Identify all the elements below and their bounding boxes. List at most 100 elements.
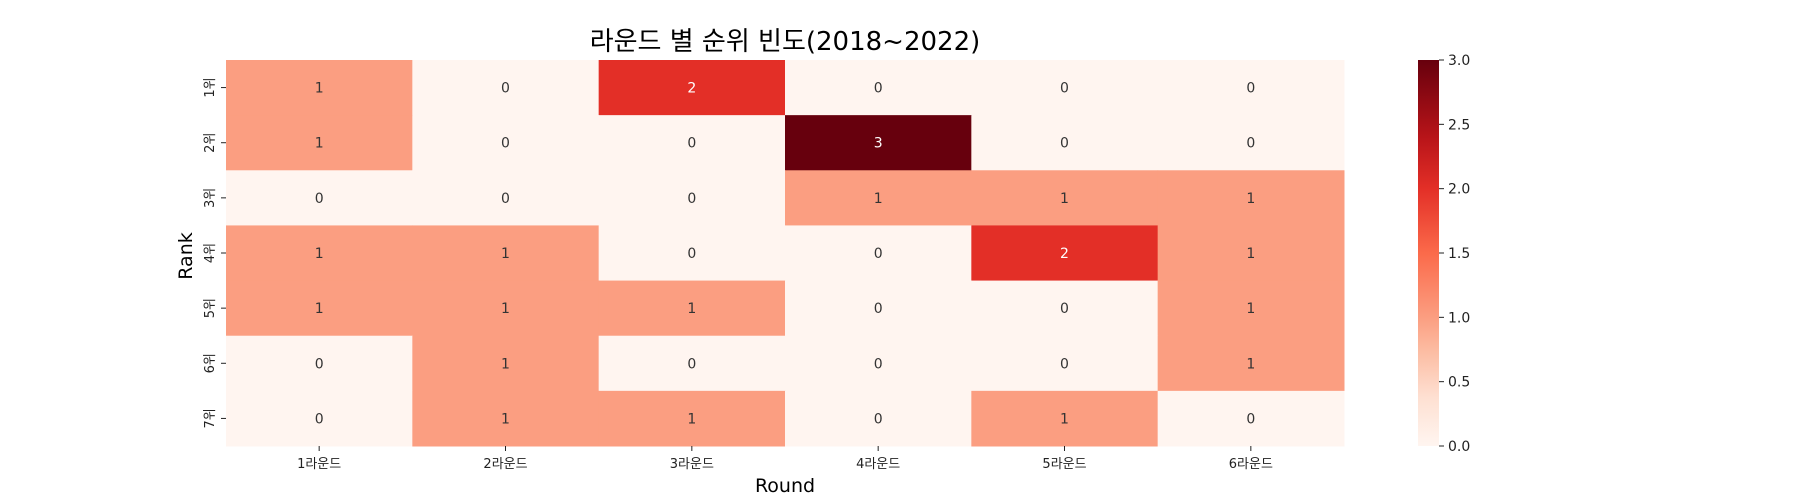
heatmap-cell [598,170,786,226]
cell-value-label: 3 [874,136,883,152]
heatmap-cell [412,335,600,392]
cell-value-label: 0 [315,191,324,207]
cell-value-label: 0 [1246,411,1255,427]
y-axis-ticks: 1위 2위 3위 4위 5위 6위 7위 [203,77,226,429]
colorbar-ticks: 0.0 0.5 1.0 1.5 2.0 2.5 3.0 [1439,53,1470,455]
cell-value-label: 1 [1060,411,1069,427]
cell-value-label: 1 [1246,191,1255,207]
y-axis-label: Rank [175,232,197,279]
colorbar-tick-label: 3.0 [1448,53,1470,69]
cell-value-label: 0 [315,411,324,427]
heatmap-cell [412,60,600,116]
cell-value-label: 0 [1060,136,1069,152]
cell-value-label: 0 [1060,81,1069,97]
heatmap-cell [1157,115,1345,171]
heatmap-cell [598,60,786,116]
heatmap-cell [785,60,972,116]
heatmap-cell [412,170,600,226]
cell-value-label: 1 [1246,301,1255,317]
heatmap-cell [226,170,413,226]
cell-value-label: 0 [874,301,883,317]
colorbar-tick-label: 2.0 [1448,182,1470,198]
cell-value-label: 1 [1246,246,1255,262]
heatmap-cell [971,225,1159,282]
cell-value-label: 1 [315,246,324,262]
cell-value-label: 1 [1246,356,1255,372]
cell-value-label: 1 [874,191,883,207]
heatmap-cell [971,115,1159,171]
heatmap-cell [412,115,600,171]
cell-value-label: 0 [874,81,883,97]
heatmap-cell [1157,335,1345,392]
heatmap-cell [785,225,972,282]
cell-value-label: 1 [315,81,324,97]
heatmap-cell [1157,280,1345,337]
heatmap-cell [785,280,972,337]
y-tick-label: 1위 [203,77,218,97]
heatmap-cell [598,390,786,447]
heatmap-cell [226,60,413,116]
heatmap-cell [971,170,1159,226]
heatmap-cell [971,390,1159,447]
colorbar-tick-label: 1.5 [1448,246,1470,262]
cell-value-label: 0 [874,246,883,262]
heatmap-cell [226,335,413,392]
x-tick-label: 3라운드 [670,457,714,472]
colorbar-tick-label: 2.5 [1448,117,1470,133]
heatmap-cell [598,335,786,392]
cell-value-label: 0 [1060,301,1069,317]
heatmap-cell [598,115,786,171]
x-tick-label: 4라운드 [856,457,900,472]
y-tick-label: 2위 [203,133,218,153]
heatmap-cell [412,280,600,337]
x-axis-label: Round [755,475,815,497]
cell-value-label: 0 [501,136,510,152]
x-tick-label: 6라운드 [1229,457,1273,472]
heatmap-cell [226,225,413,282]
y-tick-label: 5위 [203,298,218,318]
cell-value-label: 1 [501,301,510,317]
cell-value-label: 0 [874,411,883,427]
cell-value-label: 1 [687,411,696,427]
heatmap-cell [226,390,413,447]
heatmap-cell [1157,60,1345,116]
colorbar-tick-label: 0.0 [1448,439,1470,455]
cell-value-label: 1 [315,136,324,152]
cell-value-label: 1 [501,411,510,427]
cell-value-label: 2 [1060,246,1069,262]
cell-value-label: 1 [315,301,324,317]
cell-value-label: 0 [501,81,510,97]
cell-value-label: 0 [315,356,324,372]
y-tick-label: 3위 [203,188,218,208]
heatmap-cell [971,60,1159,116]
cell-value-label: 0 [687,246,696,262]
x-tick-label: 5라운드 [1042,457,1086,472]
y-tick-label: 7위 [203,408,218,428]
heatmap-cell [971,335,1159,392]
heatmap-cell [598,280,786,337]
cell-value-label: 0 [1246,136,1255,152]
cell-value-label: 1 [687,301,696,317]
y-tick-label: 4위 [203,243,218,263]
cell-value-label: 0 [687,191,696,207]
y-tick-label: 6위 [203,353,218,373]
heatmap-cell [598,225,786,282]
cell-value-label: 0 [687,356,696,372]
heatmap-cell [971,280,1159,337]
colorbar-tick-label: 1.0 [1448,310,1470,326]
heatmap-cell [412,390,600,447]
x-tick-label: 1라운드 [297,457,341,472]
heatmap-cell [1157,390,1345,447]
colorbar [1418,60,1439,446]
heatmap-cell [412,225,600,282]
heatmap-cell [1157,225,1345,282]
x-tick-label: 2라운드 [483,457,527,472]
cell-value-label: 1 [501,246,510,262]
colorbar-tick-label: 0.5 [1448,375,1470,391]
heatmap-cell [785,115,972,171]
x-axis-ticks: 1라운드 2라운드 3라운드 4라운드 5라운드 6라운드 [297,446,1273,472]
cell-value-label: 2 [687,81,696,97]
heatmap-cells: 1 0 2 0 0 0 1 0 0 3 0 0 0 0 0 1 1 1 1 1 0 0 2 1 1 1 1 0 0 1 0 1 0 0 0 1 0 1 1 0… [226,60,1345,447]
cell-value-label: 0 [1246,81,1255,97]
